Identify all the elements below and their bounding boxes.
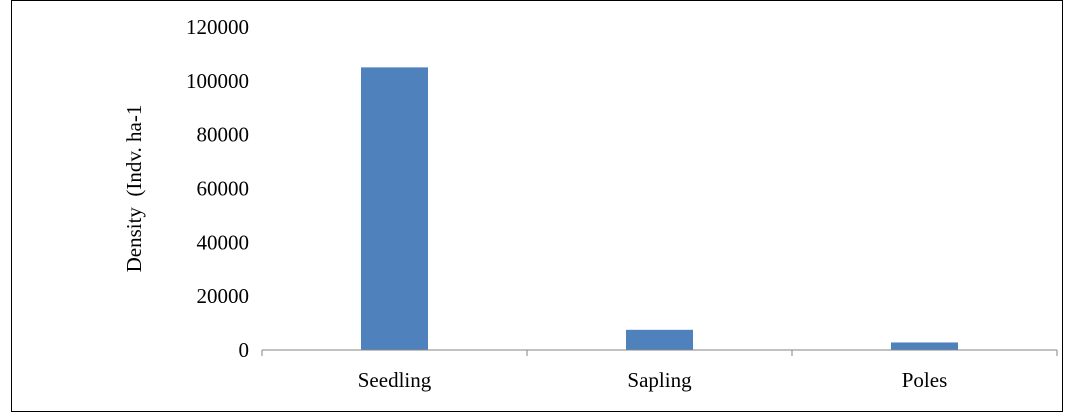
x-axis-labels: Seedling Sapling Poles xyxy=(358,368,948,392)
y-axis-ticks: 0 20000 40000 60000 80000 100000 120000 xyxy=(186,15,249,362)
y-tick-label: 100000 xyxy=(186,69,249,93)
chart-frame xyxy=(11,0,1063,412)
x-axis-ticks xyxy=(261,350,1058,356)
bars xyxy=(361,67,958,350)
bar-seedling xyxy=(361,67,428,350)
y-tick-label: 60000 xyxy=(197,177,250,201)
y-tick-label: 120000 xyxy=(186,15,249,39)
x-tick-label: Sapling xyxy=(627,368,692,392)
y-tick-label: 40000 xyxy=(197,230,250,254)
x-tick-label: Seedling xyxy=(358,368,432,392)
x-tick-label: Poles xyxy=(902,368,948,392)
y-tick-label: 80000 xyxy=(197,123,250,147)
bar-poles xyxy=(891,342,958,350)
y-tick-label: 0 xyxy=(239,338,250,362)
y-tick-label: 20000 xyxy=(197,284,250,308)
bar-sapling xyxy=(626,329,693,350)
y-axis-title: Density (Indv. ha-1 xyxy=(122,105,146,273)
